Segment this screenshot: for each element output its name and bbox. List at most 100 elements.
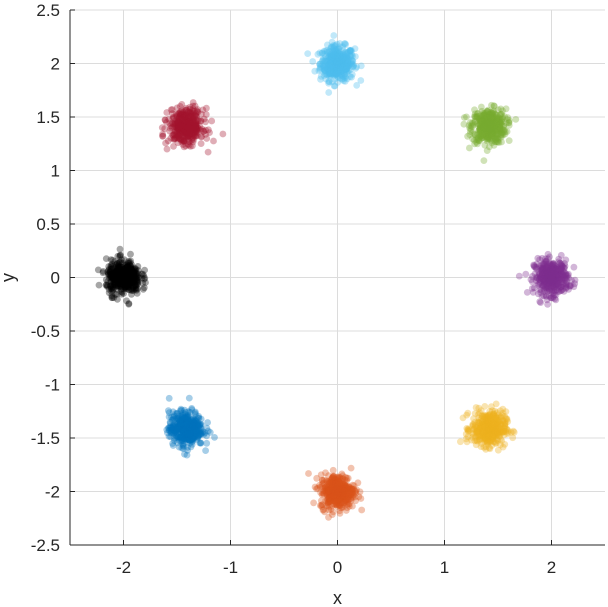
data-point	[335, 57, 343, 65]
data-point	[497, 117, 505, 125]
data-point	[325, 62, 332, 70]
data-point	[310, 499, 317, 507]
data-point	[484, 106, 492, 114]
data-point	[541, 272, 549, 280]
data-point	[492, 111, 499, 118]
data-point	[483, 118, 490, 126]
data-point	[485, 119, 493, 126]
data-point	[478, 134, 486, 142]
data-point	[494, 118, 501, 125]
data-point	[480, 123, 487, 131]
data-point	[545, 276, 552, 284]
data-point	[542, 284, 550, 292]
data-point	[533, 274, 541, 282]
data-point	[555, 288, 563, 295]
data-point	[343, 55, 351, 62]
data-point	[545, 279, 553, 287]
data-point	[473, 113, 481, 120]
data-point	[341, 58, 348, 66]
data-point	[336, 57, 343, 64]
data-point	[490, 420, 498, 428]
data-point	[546, 276, 553, 283]
data-point	[551, 279, 559, 287]
data-point	[547, 265, 554, 273]
data-point	[331, 54, 339, 61]
data-point	[486, 119, 493, 127]
data-point	[186, 126, 194, 134]
data-point	[332, 60, 340, 68]
data-point	[343, 67, 351, 75]
data-point	[163, 109, 171, 116]
data-point	[344, 49, 352, 56]
data-point	[488, 126, 496, 134]
data-point	[323, 64, 331, 72]
data-point	[317, 75, 324, 83]
data-point	[495, 139, 503, 147]
data-point	[466, 144, 473, 152]
data-point	[481, 129, 488, 137]
data-point	[176, 103, 184, 110]
data-point	[337, 60, 345, 68]
data-point	[340, 57, 347, 65]
data-point	[563, 281, 571, 288]
data-point	[346, 47, 354, 55]
data-point	[493, 138, 501, 146]
data-point	[334, 68, 342, 75]
y-tick-label: -0.5	[31, 322, 60, 341]
data-point	[335, 51, 343, 59]
data-point	[322, 67, 329, 75]
data-point	[535, 270, 543, 278]
data-point	[497, 120, 505, 128]
data-point	[483, 124, 490, 132]
data-point	[336, 54, 344, 61]
data-point	[493, 120, 501, 128]
data-point	[198, 133, 205, 140]
data-point	[337, 60, 345, 68]
data-point	[487, 117, 495, 124]
data-point	[548, 287, 556, 295]
data-point	[486, 125, 493, 133]
data-point	[541, 260, 549, 268]
data-point	[570, 283, 578, 291]
data-point	[343, 65, 350, 73]
data-point	[337, 55, 344, 63]
data-point	[484, 133, 491, 141]
data-point	[333, 46, 340, 54]
data-point	[494, 106, 502, 114]
data-point	[337, 61, 345, 69]
data-point	[551, 275, 558, 283]
data-point	[478, 129, 486, 137]
data-point	[489, 135, 496, 143]
data-point	[539, 273, 547, 280]
data-point	[558, 263, 566, 271]
data-point	[344, 58, 351, 66]
data-point	[466, 131, 474, 139]
data-point	[542, 275, 550, 283]
data-point	[479, 126, 486, 134]
data-point	[338, 56, 345, 63]
data-point	[562, 281, 570, 288]
data-point	[553, 269, 561, 277]
data-point	[542, 271, 549, 279]
data-point	[319, 57, 326, 65]
data-point	[535, 268, 543, 276]
data-point	[499, 107, 506, 115]
data-point	[331, 51, 338, 58]
data-point	[488, 115, 496, 123]
data-point	[474, 120, 481, 127]
data-point	[319, 61, 327, 69]
data-point	[486, 118, 494, 126]
data-point	[330, 53, 338, 60]
data-point	[534, 281, 542, 289]
data-point	[319, 55, 327, 62]
data-point	[328, 64, 336, 72]
data-point	[335, 53, 342, 61]
data-point	[332, 42, 339, 49]
data-point	[480, 116, 488, 124]
data-point	[337, 63, 345, 71]
data-point	[496, 123, 503, 131]
data-point	[554, 267, 562, 275]
data-point	[496, 131, 504, 139]
data-point	[333, 40, 341, 48]
data-point	[559, 271, 567, 278]
